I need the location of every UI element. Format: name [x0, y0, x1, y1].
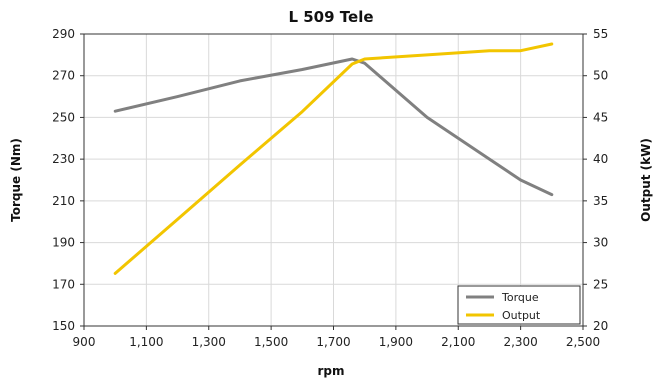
y2-tick-label: 20 [593, 319, 608, 333]
x-tick-label: 1,100 [129, 335, 163, 349]
y-axis-title: Torque (Nm) [9, 138, 23, 222]
axes [80, 33, 587, 330]
x-tick-label: 2,100 [441, 335, 475, 349]
y-tick-label: 250 [52, 110, 75, 124]
tick-labels: 900 1,100 1,300 1,500 1,700 1,900 2,100 2,300 2,… [52, 27, 608, 349]
chart-title: L 509 Tele [288, 8, 373, 26]
x-tick-label: 1,700 [316, 335, 350, 349]
y-tick-label: 170 [52, 277, 75, 291]
x-tick-label: 1,900 [379, 335, 413, 349]
y2-tick-label: 55 [593, 27, 608, 41]
y2-tick-label: 50 [593, 69, 608, 83]
legend-box [457, 285, 581, 325]
y-tick-label: 230 [52, 152, 75, 166]
x-tick-label: 2,500 [566, 335, 600, 349]
y2-tick-label: 35 [593, 194, 608, 208]
legend: Torque Output [457, 285, 581, 325]
y2-tick-label: 40 [593, 152, 608, 166]
y2-axis-title: Output (kW) [639, 138, 653, 222]
x-tick-label: 2,300 [503, 335, 537, 349]
y2-tick-label: 45 [593, 110, 608, 124]
x-axis-title: rpm [317, 364, 344, 378]
legend-label-output: Output [502, 309, 541, 322]
x-tick-label: 900 [73, 335, 96, 349]
y-tick-label: 190 [52, 236, 75, 250]
gridlines [84, 34, 583, 326]
x-tick-label: 1,500 [254, 335, 288, 349]
y2-tick-label: 25 [593, 277, 608, 291]
y-tick-label: 270 [52, 69, 75, 83]
x-tick-label: 1,300 [192, 335, 226, 349]
y-tick-label: 210 [52, 194, 75, 208]
legend-label-torque: Torque [501, 291, 539, 304]
y-tick-label: 150 [52, 319, 75, 333]
y-tick-label: 290 [52, 27, 75, 41]
series-line-output [113, 42, 554, 275]
y2-tick-label: 30 [593, 236, 608, 250]
series-lines [113, 42, 554, 275]
